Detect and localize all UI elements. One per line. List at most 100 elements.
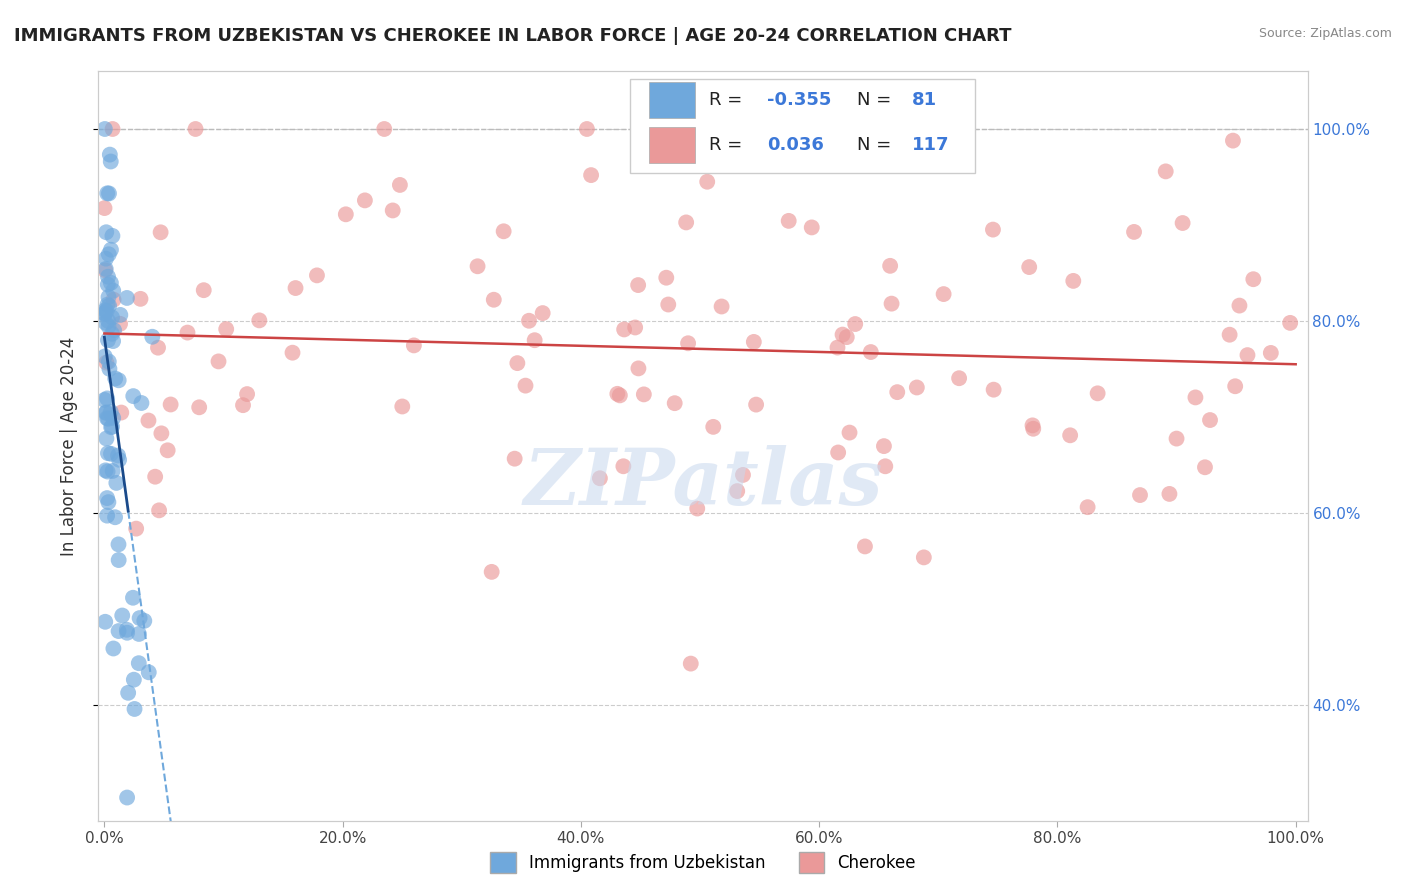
Point [905, 380, 928, 394]
Point [115, 790, 138, 805]
Point [664, 396, 686, 410]
Point [101, 122, 124, 136]
Point [1236, 348, 1258, 362]
Point [710, 300, 733, 314]
Point [107, 373, 129, 387]
Point [104, 510, 127, 524]
Point [1225, 379, 1247, 393]
Point [94, 463, 117, 477]
Point [100, 154, 122, 169]
Point [97, 314, 120, 328]
Point [94, 350, 117, 364]
Point [482, 293, 505, 307]
Point [575, 122, 598, 136]
Point [149, 225, 172, 239]
Point [778, 214, 800, 228]
Point [115, 291, 138, 305]
Point [108, 452, 131, 467]
Point [97, 465, 120, 479]
Text: Source: ZipAtlas.com: Source: ZipAtlas.com [1258, 27, 1392, 40]
Point [880, 296, 903, 310]
Point [1154, 164, 1177, 178]
Point [110, 406, 132, 420]
Point [589, 471, 612, 485]
Point [373, 122, 395, 136]
Point [100, 405, 122, 419]
Point [141, 330, 163, 344]
Point [97, 319, 120, 334]
Point [391, 400, 413, 414]
Point [1129, 488, 1152, 502]
Point [134, 614, 156, 628]
Point [96, 297, 118, 311]
Point [627, 278, 650, 293]
Point [948, 371, 970, 385]
Text: 81: 81 [912, 91, 938, 109]
Point [143, 469, 166, 483]
Point [853, 540, 876, 554]
Point [138, 665, 160, 680]
Point [96, 491, 118, 505]
Point [107, 537, 129, 551]
Text: ZIPatlas: ZIPatlas [523, 445, 883, 522]
Point [1184, 391, 1206, 405]
Point [1022, 422, 1045, 436]
Point [236, 387, 259, 401]
Point [97, 269, 120, 284]
Point [1279, 316, 1302, 330]
Point [101, 326, 124, 341]
Point [100, 276, 122, 290]
Point [675, 215, 697, 229]
Text: IMMIGRANTS FROM UZBEKISTAN VS CHEROKEE IN LABOR FORCE | AGE 20-24 CORRELATION CH: IMMIGRANTS FROM UZBEKISTAN VS CHEROKEE I… [14, 27, 1011, 45]
Point [108, 317, 131, 331]
Point [492, 224, 515, 238]
Point [94, 122, 117, 136]
Point [873, 439, 896, 453]
Point [94, 316, 117, 330]
Point [97, 333, 120, 347]
Point [101, 419, 124, 434]
Point [354, 194, 377, 208]
FancyBboxPatch shape [648, 82, 695, 119]
Point [1123, 225, 1146, 239]
Point [150, 426, 173, 441]
Point [97, 354, 120, 368]
Point [176, 326, 198, 340]
Point [859, 345, 882, 359]
Point [503, 451, 526, 466]
Point [131, 396, 153, 410]
Text: R =: R = [709, 91, 748, 109]
Point [101, 334, 124, 348]
Point [97, 290, 120, 304]
Point [1260, 346, 1282, 360]
Point [523, 333, 546, 347]
Point [94, 252, 117, 266]
Point [94, 307, 117, 321]
Point [1159, 487, 1181, 501]
Point [875, 459, 897, 474]
Point [932, 287, 955, 301]
Point [125, 522, 148, 536]
Point [111, 608, 134, 623]
Point [1021, 418, 1043, 433]
Text: 0.036: 0.036 [768, 136, 824, 154]
Point [96, 304, 118, 318]
Point [97, 446, 120, 460]
Point [184, 122, 207, 136]
Point [159, 397, 181, 411]
Point [827, 445, 849, 459]
Point [281, 345, 304, 359]
Point [742, 334, 765, 349]
FancyBboxPatch shape [648, 128, 695, 163]
Point [844, 317, 866, 331]
Point [138, 413, 160, 427]
Point [94, 263, 117, 277]
Point [98, 361, 121, 376]
Point [98, 299, 121, 313]
Point [624, 320, 647, 334]
Point [284, 281, 307, 295]
Point [148, 503, 170, 517]
Point [606, 387, 628, 401]
Point [1059, 428, 1081, 442]
Text: N =: N = [856, 136, 897, 154]
